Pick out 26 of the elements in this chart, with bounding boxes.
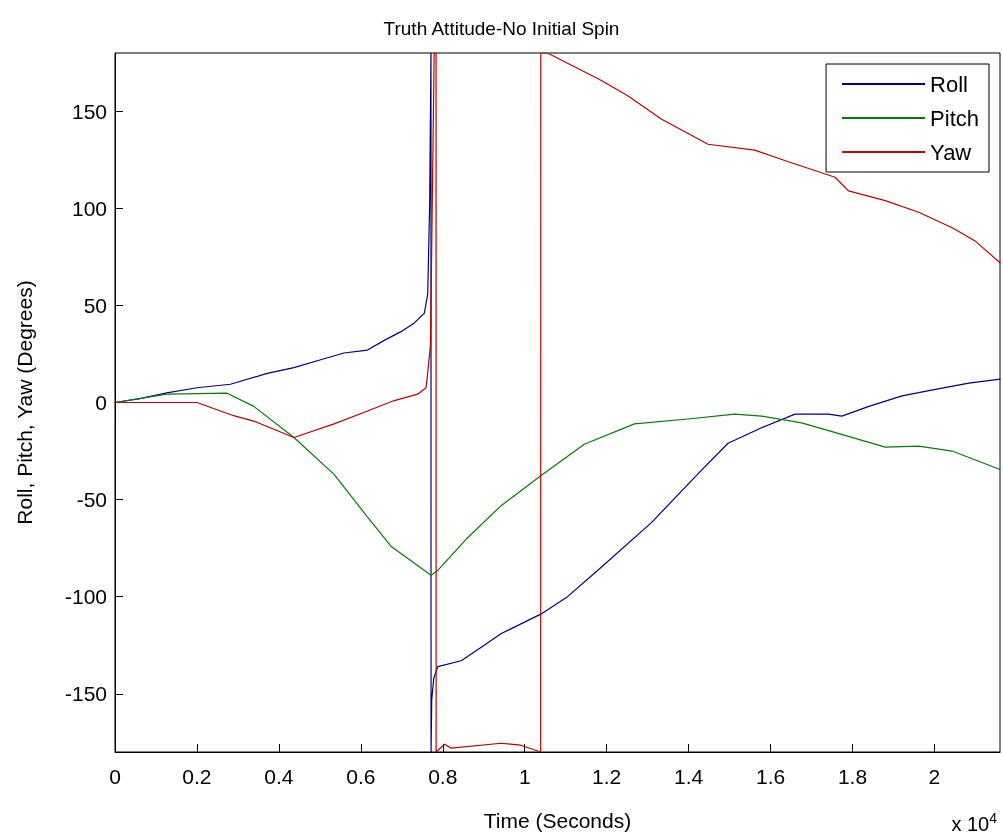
line-series: [114, 392, 1001, 576]
legend-label: Roll: [930, 71, 968, 97]
x-tick-label: 0.4: [264, 765, 294, 788]
y-tick-label: 150: [71, 99, 107, 123]
x-tick-label: 0.8: [428, 765, 458, 788]
y-tick-label: 50: [83, 293, 107, 317]
y-tick-label: 0: [95, 391, 107, 414]
chart-title: Truth Attitude-No Initial Spin: [383, 18, 620, 39]
y-tick-label: -150: [64, 682, 107, 706]
x-tick-label: 1.6: [755, 765, 786, 788]
x-tick-label: 1.2: [592, 765, 622, 788]
legend-label: Yaw: [930, 139, 972, 165]
x-tick-label: 0.6: [346, 765, 376, 788]
x-axis-title: Time (Seconds): [483, 809, 632, 832]
y-tick-label: -100: [64, 585, 107, 609]
line-series: [114, 52, 1001, 753]
x-tick-label: 2: [928, 765, 941, 788]
y-tick-label: -50: [76, 488, 107, 512]
x-tick-label: 1: [518, 765, 531, 788]
x-tick-label: 0: [109, 765, 121, 788]
x-tick-label: 1.8: [837, 765, 868, 788]
y-tick-label: 100: [71, 196, 107, 220]
x-tick-label: 1.4: [674, 765, 704, 788]
y-axis-title: Roll, Pitch, Yaw (Degrees): [13, 280, 36, 525]
legend-label: Pitch: [930, 105, 980, 131]
x-tick-label: 0.2: [182, 765, 212, 788]
